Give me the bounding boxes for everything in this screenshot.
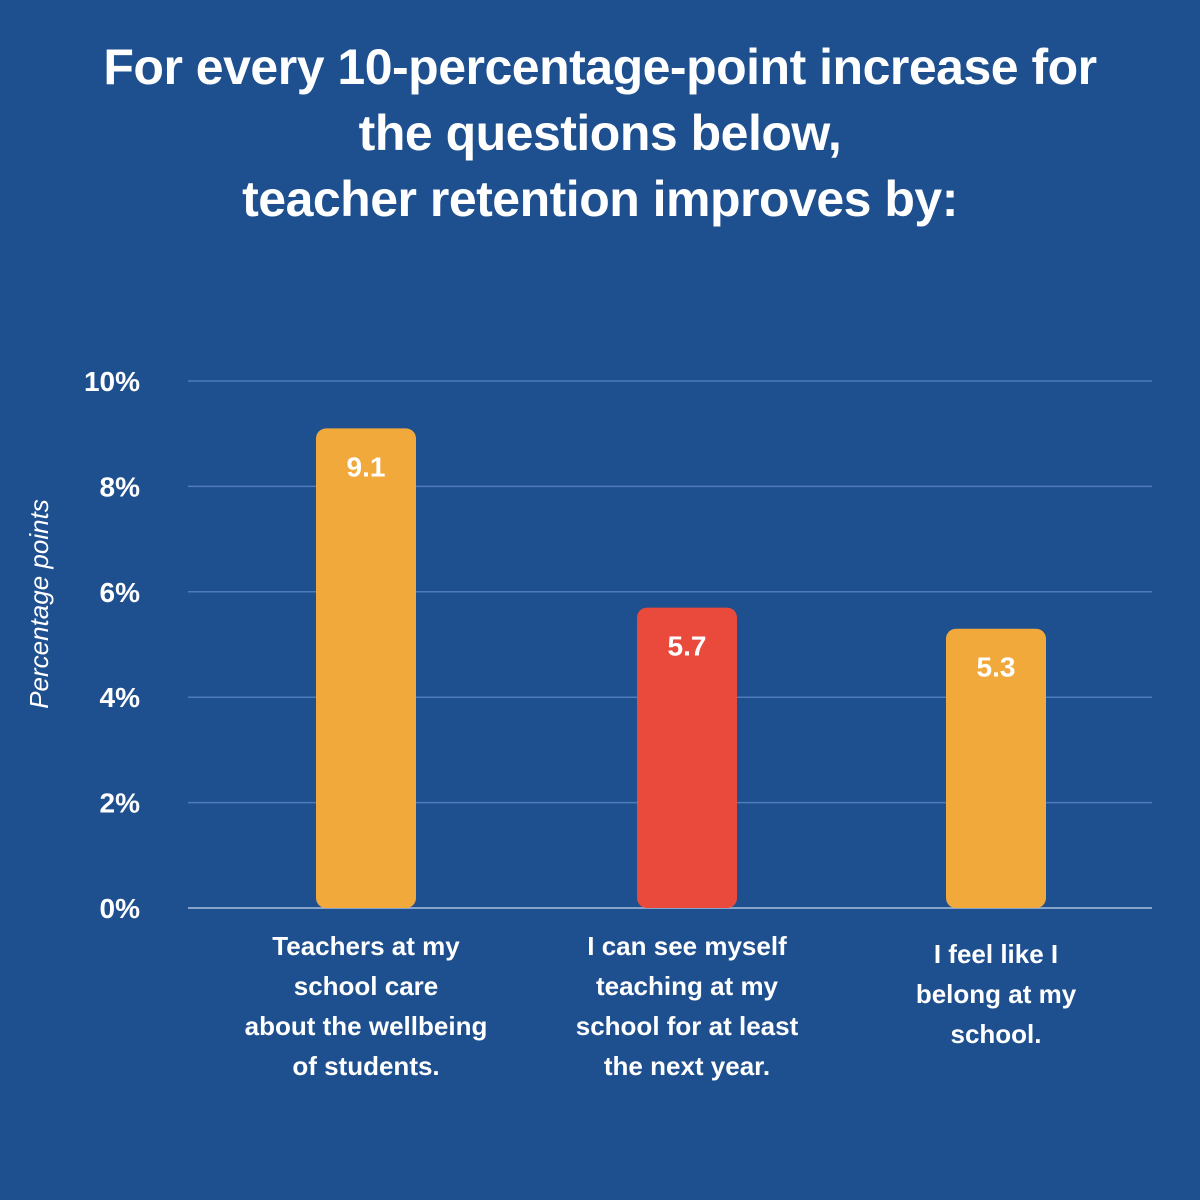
y-axis-label: Percentage points [24,499,54,709]
chart-title: For every 10-percentage-point increase f… [0,34,1200,232]
y-tick-label: 4% [100,682,141,713]
x-category-label: Teachers at my school care about the wel… [244,931,488,1081]
bar [946,628,1046,908]
y-tick-label: 6% [100,577,141,608]
title-line-1: For every 10-percentage-point increase f… [103,39,1097,95]
y-tick-label: 8% [100,471,141,502]
bar-value-label: 5.7 [668,631,707,662]
x-category-label: I feel like I belong at my school. [915,939,1077,1049]
y-tick-label: 10% [84,366,140,397]
bar [316,428,416,908]
y-axis-ticks: 0% 2% 4% 6% 8% 10% [84,366,140,924]
bar-value-label: 9.1 [347,451,386,482]
bar [637,607,737,908]
y-tick-label: 0% [100,893,141,924]
y-tick-label: 2% [100,788,141,819]
bars: 9.1 5.7 5.3 [316,428,1046,908]
title-line-3: teacher retention improves by: [242,171,958,227]
bar-value-label: 5.3 [977,652,1016,683]
title-line-2: the questions below, [358,105,842,161]
x-category-label: I can see myself teaching at my school f… [575,931,799,1081]
